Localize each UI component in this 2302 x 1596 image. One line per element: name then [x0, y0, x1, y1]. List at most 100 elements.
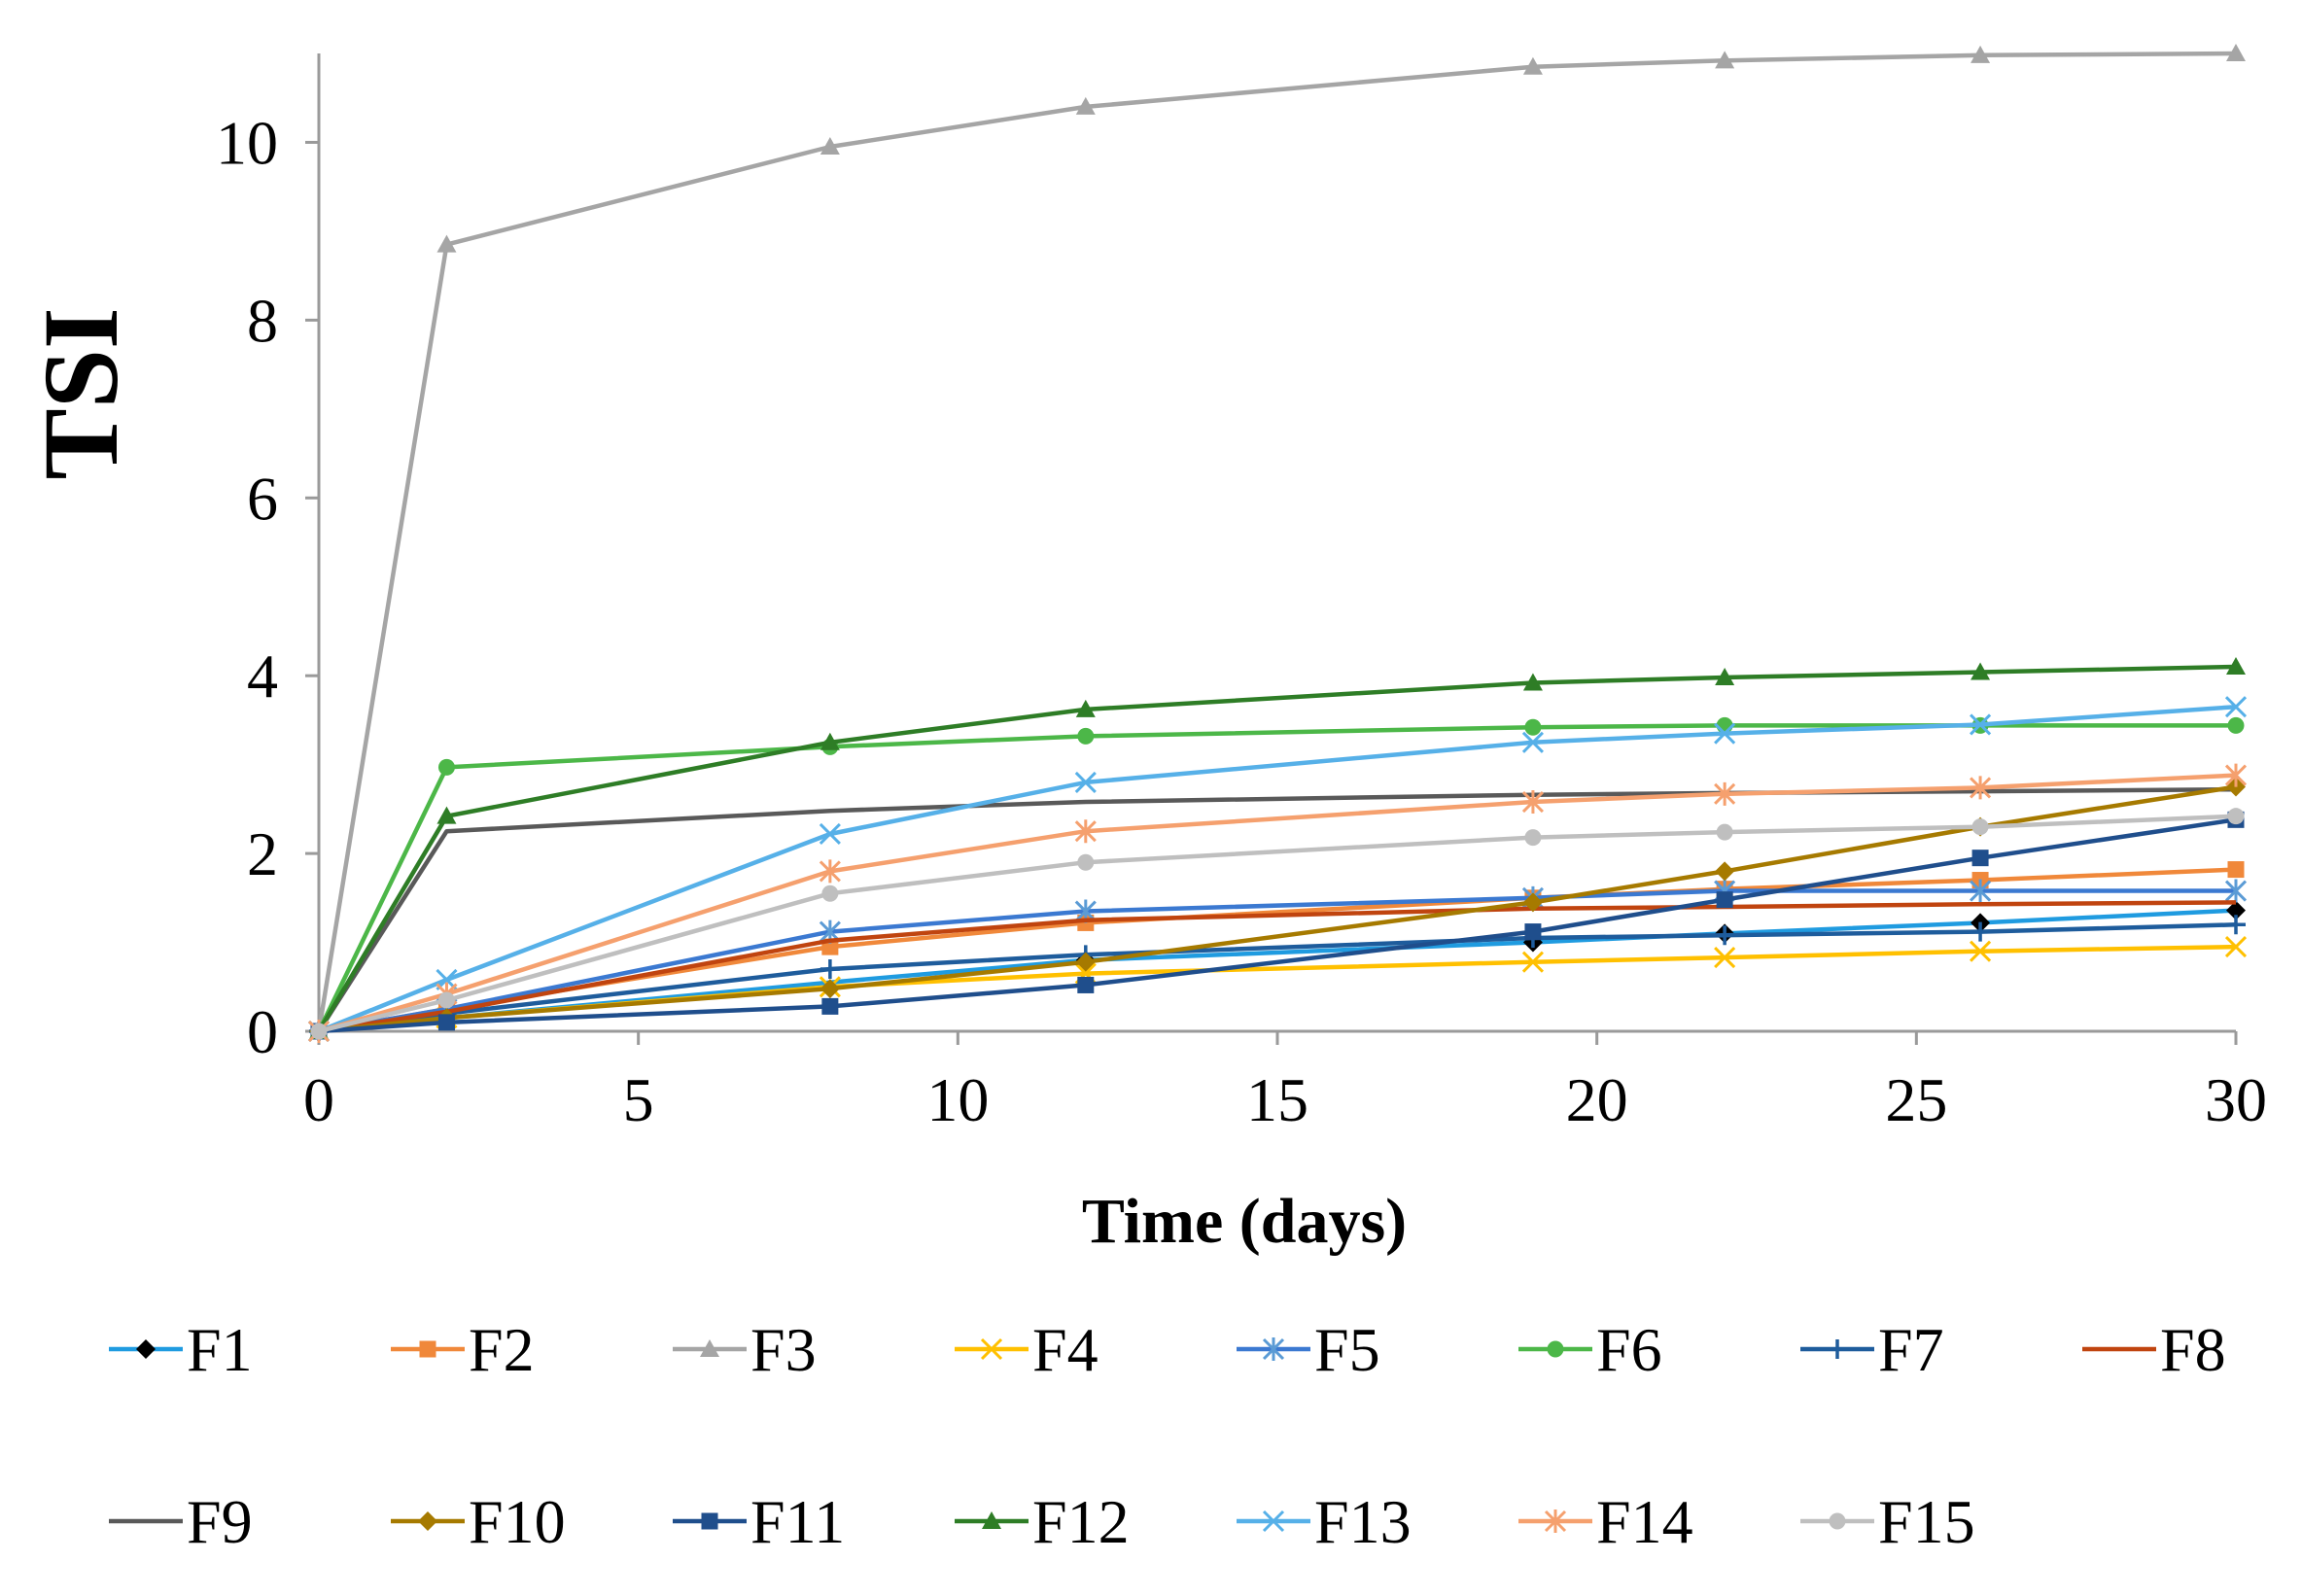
legend-label: F8 — [2160, 1315, 2226, 1384]
data-point — [1075, 96, 1096, 115]
series-line — [318, 704, 2237, 1034]
data-point — [310, 1023, 328, 1040]
data-point — [2224, 696, 2248, 718]
data-point — [819, 822, 841, 846]
data-point — [419, 1340, 436, 1358]
data-point — [1829, 1512, 1846, 1530]
series-line — [318, 817, 2237, 1034]
data-point — [2226, 44, 2246, 61]
data-point — [1075, 952, 1096, 972]
legend-item: F12 — [955, 1487, 1130, 1556]
data-point — [1077, 853, 1095, 871]
legend-label: F12 — [1032, 1487, 1130, 1556]
data-point — [2226, 657, 2246, 676]
data-point — [1074, 771, 1097, 793]
series-group — [307, 44, 2248, 1043]
data-point — [982, 1511, 1001, 1529]
data-point — [1522, 673, 1543, 691]
data-point — [437, 1014, 455, 1031]
series-line — [316, 51, 2237, 1032]
data-point — [2224, 879, 2248, 903]
data-point — [1262, 1337, 1285, 1361]
data-point — [980, 1337, 1003, 1361]
legend-item: F6 — [1518, 1315, 1662, 1384]
data-point — [1714, 781, 1736, 806]
x-tick-label: 5 — [623, 1065, 654, 1134]
x-axis-title: Time (days) — [1082, 1186, 1407, 1257]
legend-label: F1 — [187, 1315, 253, 1384]
legend-label: F11 — [750, 1487, 845, 1556]
data-point — [821, 997, 839, 1015]
data-point — [1714, 947, 1736, 969]
data-point — [2224, 936, 2248, 958]
data-point — [1521, 951, 1544, 973]
data-point — [1521, 731, 1544, 753]
x-tick-label: 10 — [926, 1065, 989, 1134]
y-tick-label: 8 — [247, 286, 278, 355]
series-line — [317, 786, 2237, 1033]
data-point — [1716, 823, 1733, 841]
legend-label: F5 — [1314, 1315, 1380, 1384]
data-point — [1074, 819, 1097, 844]
legend-item: F3 — [673, 1315, 817, 1384]
data-point — [1524, 718, 1542, 736]
data-point — [2227, 716, 2245, 734]
data-point — [2226, 915, 2246, 935]
legend-label: F13 — [1314, 1487, 1412, 1556]
data-point — [1544, 1509, 1567, 1533]
legend-label: F14 — [1596, 1487, 1693, 1556]
series-f13 — [307, 696, 2248, 1043]
data-point — [1521, 790, 1544, 815]
y-tick-label: 4 — [247, 642, 278, 711]
data-point — [820, 137, 840, 156]
legend-label: F6 — [1596, 1315, 1662, 1384]
data-point — [701, 1512, 718, 1530]
data-point — [1714, 722, 1736, 745]
legend-item: F15 — [1800, 1487, 1975, 1556]
series-line — [318, 773, 2237, 1034]
data-point — [2227, 861, 2245, 879]
axes — [317, 53, 2236, 1033]
data-point — [1522, 892, 1543, 913]
data-point — [1547, 1340, 1564, 1358]
data-point — [819, 859, 841, 884]
x-tick-label: 15 — [1246, 1065, 1308, 1134]
x-tick-label: 25 — [1885, 1065, 1947, 1134]
data-point — [1970, 713, 1992, 736]
data-point — [1970, 879, 1992, 903]
x-tick-label: 20 — [1566, 1065, 1628, 1134]
series-line — [316, 723, 2236, 1032]
legend-item: F9 — [109, 1487, 253, 1556]
data-point — [1971, 921, 1991, 942]
legend-item: F10 — [391, 1487, 566, 1556]
legend-item: F1 — [109, 1315, 253, 1384]
data-point — [1522, 56, 1543, 75]
data-point — [820, 732, 840, 750]
data-point — [2224, 763, 2248, 787]
legend-item: F5 — [1237, 1315, 1380, 1384]
series-line — [318, 944, 2237, 1034]
legend-label: F3 — [750, 1315, 817, 1384]
series-f12 — [309, 657, 2246, 1039]
data-point — [1524, 829, 1542, 847]
data-point — [820, 958, 840, 979]
legend-item: F8 — [2082, 1315, 2226, 1384]
series-line — [318, 900, 2237, 1034]
legend-label: F10 — [469, 1487, 566, 1556]
data-point — [1970, 940, 1992, 962]
data-point — [1075, 699, 1096, 717]
series-f9 — [317, 786, 2237, 1033]
data-point — [1262, 1509, 1285, 1533]
legend-item: F11 — [673, 1487, 845, 1556]
legend-label: F15 — [1878, 1487, 1975, 1556]
y-tick-label: 6 — [247, 464, 278, 533]
legend-item: F2 — [391, 1315, 535, 1384]
data-point — [1971, 850, 1989, 867]
data-point — [1971, 662, 1991, 680]
data-point — [136, 1339, 156, 1359]
data-point — [700, 1339, 719, 1357]
data-point — [821, 885, 839, 902]
data-point — [1524, 923, 1542, 941]
data-point — [1971, 45, 1991, 63]
